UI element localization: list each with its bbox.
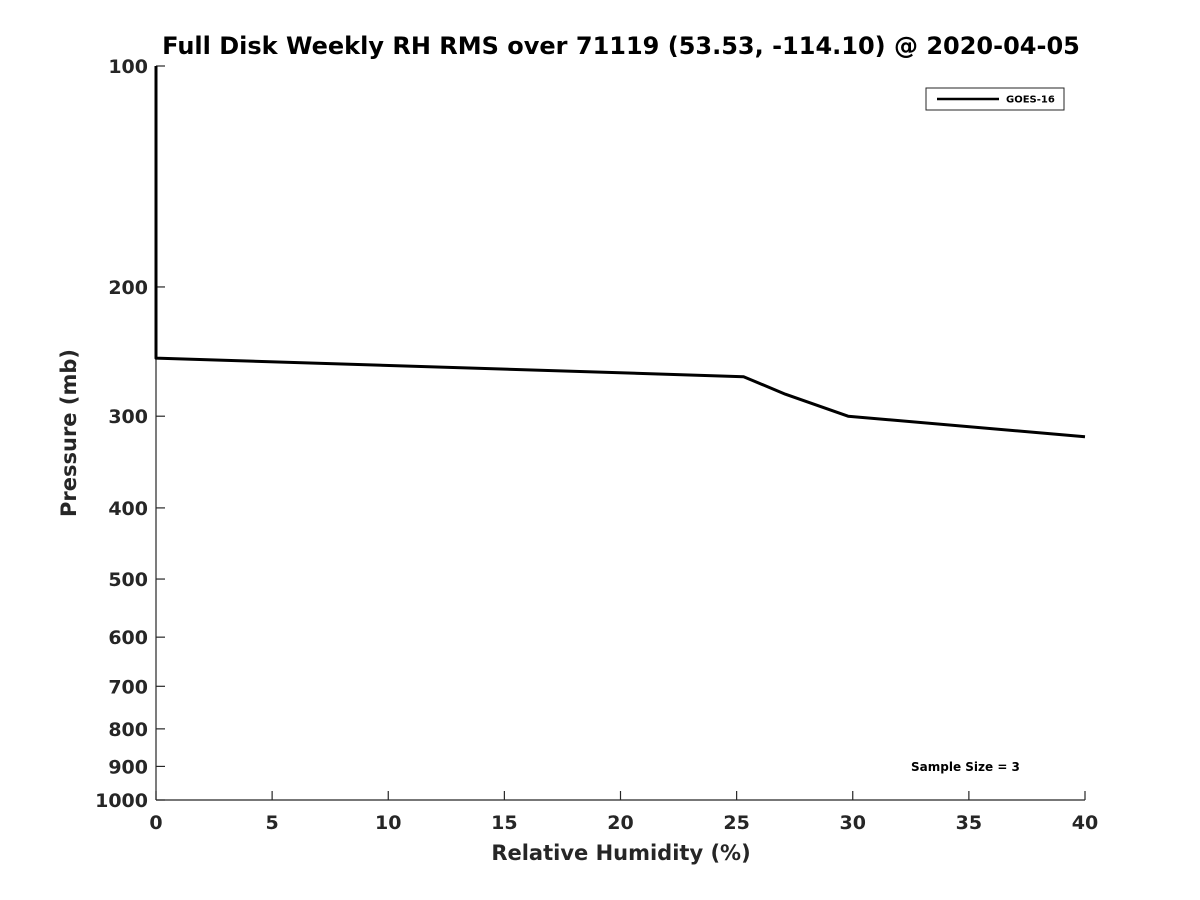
x-tick-label: 40 [1072, 812, 1098, 834]
y-tick-label: 200 [108, 277, 148, 299]
x-tick-label: 5 [266, 812, 279, 834]
chart-title: Full Disk Weekly RH RMS over 71119 (53.5… [162, 32, 1080, 60]
x-tick-label: 15 [491, 812, 517, 834]
y-tick-label: 500 [108, 569, 148, 591]
y-tick-label: 700 [108, 676, 148, 698]
series-layer [154, 66, 1086, 439]
x-axis-label: Relative Humidity (%) [491, 841, 750, 865]
y-tick-label: 600 [108, 627, 148, 649]
plot-area [155, 66, 1085, 801]
legend-label-goes-16: GOES-16 [1006, 95, 1055, 106]
x-ticks: 0 5 10 15 20 25 30 35 40 [149, 791, 1098, 834]
x-tick-label: 25 [723, 812, 749, 834]
y-tick-label: 100 [108, 56, 148, 78]
sample-size-annotation: Sample Size = 3 [911, 760, 1020, 774]
y-tick-label: 900 [108, 756, 148, 778]
x-tick-label: 30 [840, 812, 866, 834]
x-tick-label: 20 [607, 812, 633, 834]
x-tick-label: 0 [149, 812, 162, 834]
y-tick-label: 300 [108, 406, 148, 428]
x-tick-label: 35 [956, 812, 982, 834]
y-tick-label: 400 [108, 498, 148, 520]
y-tick-label: 800 [108, 719, 148, 741]
legend: GOES-16 [925, 87, 1065, 111]
y-axis-label: Pressure (mb) [57, 349, 81, 517]
y-ticks: 100 200 300 400 500 600 700 800 900 1000 [95, 56, 165, 812]
y-tick-label: 1000 [95, 790, 148, 812]
series-line-goes-16 [154, 66, 1086, 439]
x-tick-label: 10 [375, 812, 401, 834]
